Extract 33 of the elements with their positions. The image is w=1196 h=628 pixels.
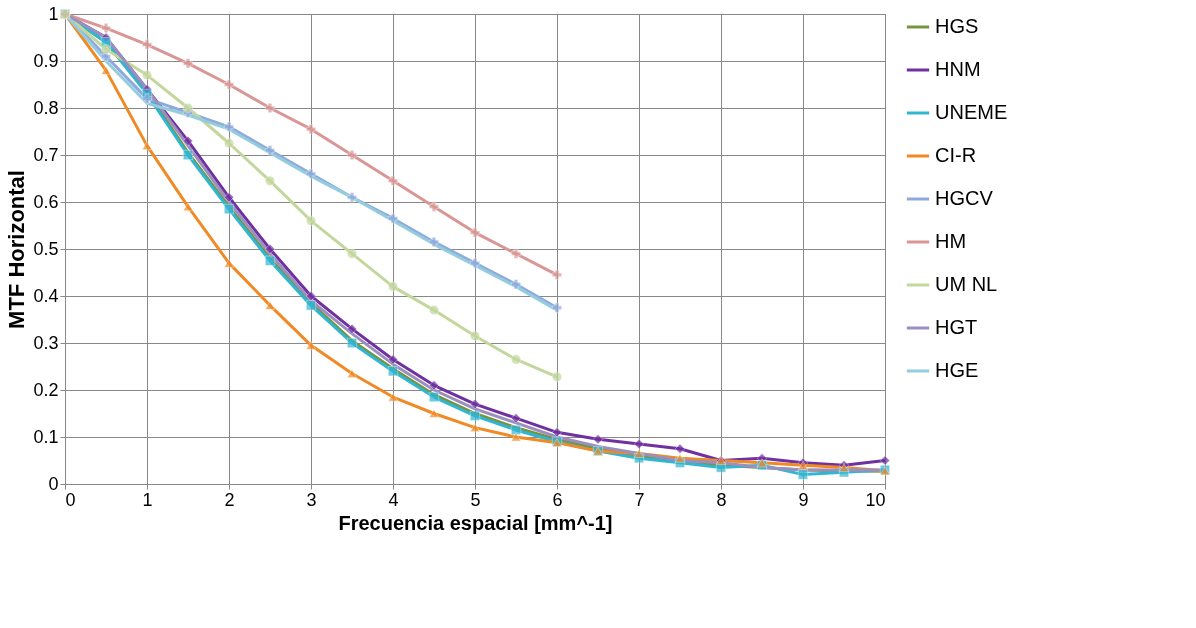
legend-label: UM NL: [935, 273, 998, 295]
x-tick-label: 6: [552, 489, 563, 510]
legend-label: HM: [935, 230, 967, 252]
x-tick-label: 7: [634, 489, 645, 510]
x-tick-label: 2: [224, 489, 235, 510]
legend-label: HNM: [935, 58, 981, 80]
x-tick-label: 10: [865, 489, 886, 510]
x-tick-label: 4: [388, 489, 399, 510]
y-tick-label: 1: [48, 3, 59, 24]
y-tick-label: 0.9: [33, 50, 59, 71]
x-axis-title: Frecuencia espacial [mm^-1]: [338, 511, 613, 534]
y-axis-title: MTF Horizontal: [4, 170, 30, 329]
legend-label: CI-R: [935, 144, 977, 166]
x-tick-label: 0: [65, 489, 76, 510]
x-tick-label: 8: [716, 489, 727, 510]
x-tick-label: 1: [142, 489, 153, 510]
y-tick-label: 0.4: [33, 285, 59, 306]
x-tick-label: 3: [306, 489, 317, 510]
legend-label: HGCV: [935, 187, 994, 209]
y-tick-label: 0.8: [33, 97, 59, 118]
y-tick-label: 0.7: [33, 144, 59, 165]
x-tick-label: 9: [798, 489, 809, 510]
legend-label: HGS: [935, 15, 979, 37]
y-tick-label: 0.2: [33, 379, 59, 400]
y-tick-label: 0: [48, 473, 59, 494]
legend-label: UNEME: [935, 101, 1008, 123]
y-tick-label: 0.1: [33, 426, 59, 447]
y-tick-label: 0.6: [33, 191, 59, 212]
legend-label: HGT: [935, 316, 978, 338]
legend-label: HGE: [935, 359, 979, 381]
y-tick-label: 0.3: [33, 332, 59, 353]
y-tick-label: 0.5: [33, 238, 59, 259]
x-tick-label: 5: [470, 489, 481, 510]
